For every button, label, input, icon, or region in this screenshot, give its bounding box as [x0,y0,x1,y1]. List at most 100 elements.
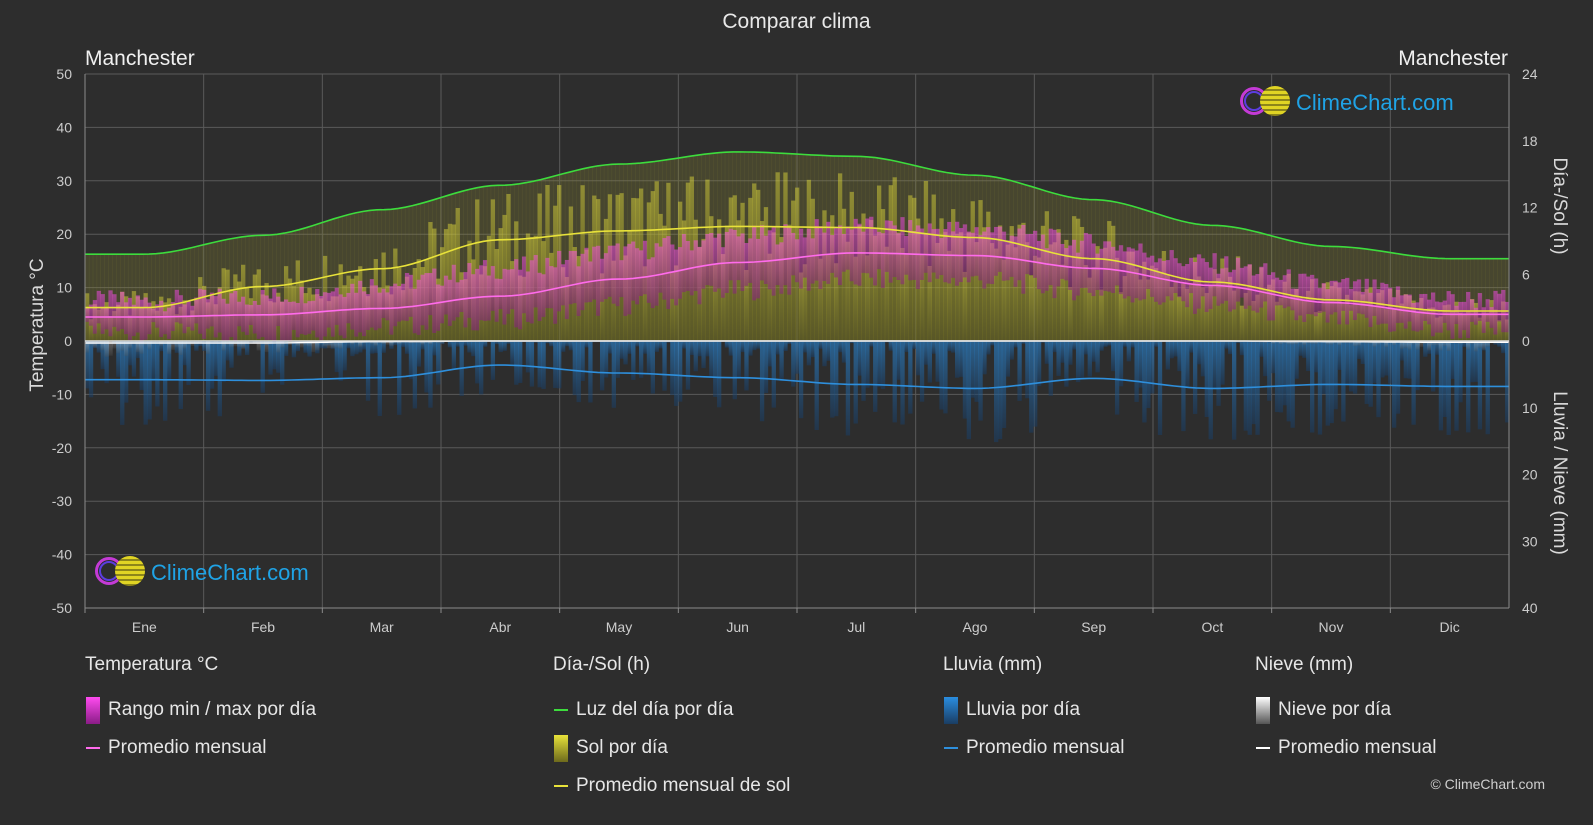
temp-range-bar [685,240,691,291]
temp-range-bar [1025,234,1030,275]
sun-bar [537,193,542,341]
rain-bar [1310,341,1315,433]
temp-range-bar [108,290,113,337]
sun-bar [1349,305,1354,341]
rain-bar [1103,341,1108,347]
rain-bar [771,341,776,408]
legend-snow: Nieve (mm) Nieve por día Promedio mensua… [1255,654,1436,767]
rain-bar [1040,341,1046,343]
rain-bar [1345,341,1350,385]
daylight-bar [260,235,265,341]
rain-bar [986,341,991,355]
rain-bar [849,341,854,344]
rain-bar [896,341,901,380]
temp-range-bar [1095,253,1100,291]
rain-bar [779,341,784,381]
rain-bar [334,341,339,373]
rain-bar [268,341,273,375]
temp-range-bar [915,225,921,289]
sun-bar [1122,276,1128,341]
rain-bar [728,341,734,356]
left-tick-label: -40 [52,547,72,563]
rain-bar [1232,341,1237,440]
daylight-bar [170,251,176,341]
temp-range-bar [174,289,180,323]
rain-bar [1079,341,1085,378]
snow-bar [260,341,265,344]
sun-bar [1290,295,1295,341]
temp-range-bar [1235,257,1241,302]
rain-bar [674,341,679,406]
temp-range-bar [955,221,960,286]
snow-bar [326,341,332,349]
temp-range-bar [888,220,893,283]
rain-bar [876,341,882,387]
snow-bar [205,341,211,354]
legend-label: Nieve por día [1278,699,1392,720]
rain-bar [1380,341,1385,378]
sun-bar [818,258,823,341]
temp-range-bar [159,300,164,338]
temp-range-bar [280,301,285,343]
temp-range-bar [1103,241,1108,291]
rain-bar [631,341,636,380]
daylight-bar [248,235,254,341]
temp-range-bar [1477,293,1483,321]
temp-range-bar [939,237,944,276]
left-tick-label: -20 [52,440,72,456]
temp-range-bar [124,302,129,335]
sun-bar [1286,273,1291,341]
temp-range-bar [1356,279,1362,314]
temp-range-bar [744,243,749,286]
rain-bar [85,341,90,389]
temp-range-bar [358,280,363,333]
temp-range-bar [112,294,117,327]
temp-range-bar [1173,258,1178,294]
left-tick-label: 20 [56,226,72,242]
rain-bar [1485,341,1490,435]
daylight-bar [268,235,273,341]
rain-swatch-icon [943,696,959,724]
sun-bar [1095,246,1100,341]
temp-range-bar [1153,262,1159,302]
temp-range-bar [252,300,258,334]
temp-range-bar [642,240,648,295]
temp-range-bar [521,256,527,314]
temp-range-bar [1321,283,1327,312]
temp-range-bar [1033,230,1038,278]
rain-bar [272,341,277,370]
rain-bar [237,341,242,356]
rain-bar [1060,341,1065,363]
snow-bar [139,341,144,354]
temp-range-bar [607,245,613,297]
sun-bar [1306,290,1311,341]
rain-bar [1196,341,1202,365]
rain-bar [276,341,281,373]
temp-range-bar [802,237,808,278]
rain-bar [1313,341,1319,373]
snow-swatch-icon [1255,696,1271,724]
rain-bar [635,341,640,347]
rain-bar [365,341,371,401]
rain-bar [568,341,574,351]
temp-range-bar [865,218,870,274]
legend-item-sun-avg: Promedio mensual de sol [553,767,790,805]
daylight-bar [1481,258,1486,341]
temp-range-bar [576,266,581,316]
temp-range-bar [315,289,320,338]
temp-range-bar [295,302,300,338]
left-tick-label: 30 [56,173,72,189]
rain-bar [572,341,577,396]
temp-avg-line [85,252,1509,318]
sun-bar [174,314,180,341]
snow-bar [1337,341,1342,346]
rain-bar [451,341,457,370]
rain-bar [650,341,655,394]
rain-bar [482,341,488,347]
rain-bar [834,341,839,417]
legend-label: Promedio mensual [966,737,1125,758]
rain-bar [151,341,156,382]
rain-bar [880,341,886,389]
line-icon [553,785,569,787]
rain-bar [1150,341,1155,394]
